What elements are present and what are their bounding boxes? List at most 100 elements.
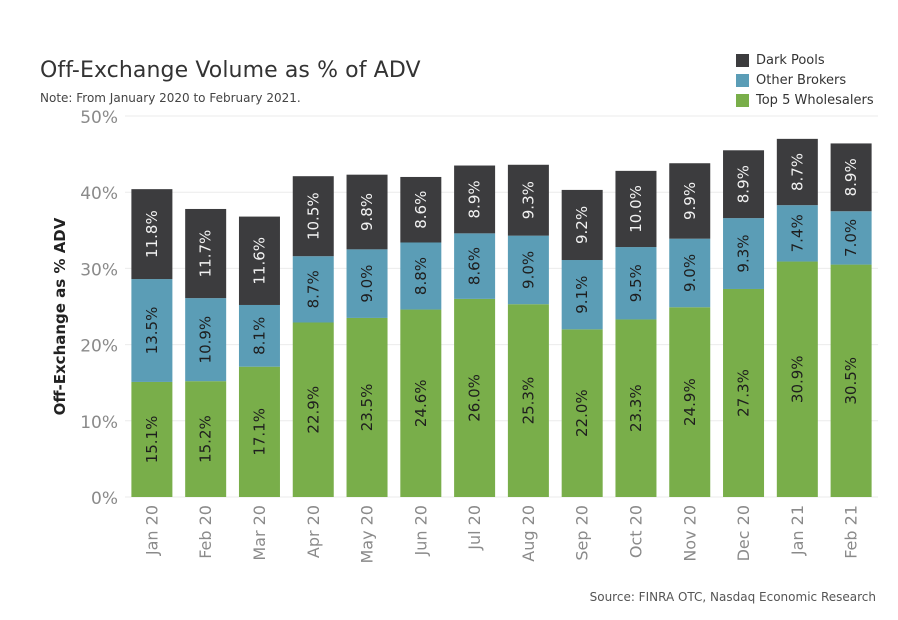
- data-label-top-5-wholesalers: 25.3%: [519, 377, 537, 425]
- bar-top-5-wholesalers: [454, 298, 496, 497]
- x-tick-label: Mar 20: [250, 505, 269, 561]
- data-label-other-brokers: 8.8%: [412, 257, 430, 295]
- bar-other-brokers: [346, 249, 388, 318]
- data-label-dark-pools: 10.5%: [304, 192, 322, 240]
- bar-dark-pools: [561, 189, 603, 261]
- bar-other-brokers: [454, 233, 496, 299]
- legend-swatch-dark-pools: [736, 53, 749, 67]
- data-label-dark-pools: 8.9%: [842, 158, 860, 196]
- data-label-other-brokers: 8.1%: [250, 317, 268, 355]
- legend-item-top-5-wholesalers[interactable]: Top 5 Wholesalers: [736, 90, 874, 110]
- data-label-dark-pools: 8.7%: [788, 153, 806, 191]
- y-tick-label: 0%: [91, 489, 118, 509]
- bar-other-brokers: [776, 205, 818, 262]
- bar-dark-pools: [615, 170, 657, 248]
- x-tick-label: Apr 20: [304, 505, 323, 558]
- bar-dark-pools: [669, 163, 711, 239]
- data-label-top-5-wholesalers: 17.1%: [250, 408, 268, 456]
- bar-dark-pools: [830, 143, 872, 212]
- data-label-top-5-wholesalers: 15.1%: [143, 416, 161, 464]
- bar-other-brokers: [185, 298, 227, 382]
- x-tick-label: May 20: [358, 505, 377, 564]
- x-tick-label: Jul 20: [465, 505, 484, 551]
- data-label-top-5-wholesalers: 15.2%: [197, 415, 215, 463]
- x-tick-label: Jan 20: [142, 505, 161, 556]
- bar-other-brokers: [400, 242, 442, 310]
- legend-label-other-brokers: Other Brokers: [756, 72, 847, 88]
- y-tick-label: 30%: [80, 260, 118, 280]
- chart-title: Off-Exchange Volume as % of ADV: [40, 58, 421, 83]
- data-label-dark-pools: 8.9%: [735, 165, 753, 203]
- bar-top-5-wholesalers: [400, 309, 442, 497]
- data-label-other-brokers: 7.0%: [842, 219, 860, 257]
- y-tick-label: 40%: [80, 184, 118, 204]
- bar-other-brokers: [723, 218, 765, 289]
- x-tick-label: Jan 21: [788, 505, 807, 556]
- legend-label-top-5-wholesalers: Top 5 Wholesalers: [756, 92, 874, 108]
- x-tick-label: Sep 20: [573, 505, 592, 561]
- x-tick-label: Nov 20: [680, 505, 699, 562]
- x-tick-label: Aug 20: [519, 505, 538, 562]
- chart-legend: Dark Pools Other Brokers Top 5 Wholesale…: [736, 50, 874, 110]
- data-label-other-brokers: 9.0%: [519, 251, 537, 289]
- y-tick-label: 50%: [80, 108, 118, 128]
- legend-item-dark-pools[interactable]: Dark Pools: [736, 50, 874, 70]
- bar-other-brokers: [507, 235, 549, 305]
- bar-top-5-wholesalers: [615, 319, 657, 497]
- data-label-top-5-wholesalers: 23.5%: [358, 384, 376, 432]
- bar-dark-pools: [346, 174, 388, 250]
- data-label-top-5-wholesalers: 22.0%: [573, 389, 591, 437]
- bar-dark-pools: [131, 189, 173, 280]
- data-label-top-5-wholesalers: 23.3%: [627, 384, 645, 432]
- data-label-dark-pools: 11.6%: [250, 237, 268, 285]
- bar-dark-pools: [454, 165, 496, 234]
- data-label-top-5-wholesalers: 22.9%: [304, 386, 322, 434]
- y-tick-label: 20%: [80, 337, 118, 357]
- data-label-dark-pools: 8.9%: [466, 180, 484, 218]
- bar-dark-pools: [185, 208, 227, 299]
- bar-top-5-wholesalers: [776, 261, 818, 497]
- bar-dark-pools: [776, 138, 818, 206]
- data-label-dark-pools: 9.2%: [573, 206, 591, 244]
- data-label-other-brokers: 13.5%: [143, 307, 161, 355]
- bar-dark-pools: [400, 176, 442, 243]
- chart-subtitle: Note: From January 2020 to February 2021…: [40, 91, 301, 105]
- data-label-other-brokers: 9.0%: [681, 254, 699, 292]
- bar-dark-pools: [723, 150, 765, 219]
- data-label-top-5-wholesalers: 26.0%: [466, 374, 484, 422]
- y-tick-label: 10%: [80, 413, 118, 433]
- x-tick-label: Dec 20: [734, 505, 753, 561]
- bar-top-5-wholesalers: [830, 264, 872, 497]
- bar-top-5-wholesalers: [669, 307, 711, 497]
- bar-other-brokers: [561, 260, 603, 330]
- data-label-dark-pools: 9.8%: [358, 193, 376, 231]
- bar-dark-pools: [238, 216, 280, 305]
- x-tick-label: Oct 20: [626, 505, 645, 558]
- data-label-top-5-wholesalers: 27.3%: [735, 369, 753, 417]
- bar-top-5-wholesalers: [723, 288, 765, 497]
- data-label-other-brokers: 9.1%: [573, 276, 591, 314]
- legend-swatch-top-5-wholesalers: [736, 93, 749, 107]
- data-label-other-brokers: 8.6%: [466, 247, 484, 285]
- data-label-other-brokers: 10.9%: [197, 316, 215, 364]
- x-tick-label: Feb 21: [842, 505, 861, 559]
- bar-top-5-wholesalers: [185, 381, 227, 497]
- data-label-top-5-wholesalers: 30.5%: [842, 357, 860, 405]
- bar-top-5-wholesalers: [346, 317, 388, 497]
- bar-other-brokers: [238, 304, 280, 367]
- bar-top-5-wholesalers: [507, 304, 549, 497]
- bar-top-5-wholesalers: [131, 381, 173, 497]
- bar-other-brokers: [669, 238, 711, 308]
- data-label-dark-pools: 9.9%: [681, 182, 699, 220]
- data-label-dark-pools: 9.3%: [519, 181, 537, 219]
- data-label-dark-pools: 10.0%: [627, 185, 645, 233]
- bar-dark-pools: [292, 176, 334, 257]
- bar-top-5-wholesalers: [292, 322, 334, 497]
- x-tick-label: Feb 20: [196, 505, 215, 559]
- data-label-other-brokers: 9.5%: [627, 264, 645, 302]
- data-label-top-5-wholesalers: 24.6%: [412, 379, 430, 427]
- legend-item-other-brokers[interactable]: Other Brokers: [736, 70, 874, 90]
- legend-swatch-other-brokers: [736, 73, 749, 87]
- chart-source: Source: FINRA OTC, Nasdaq Economic Resea…: [589, 590, 876, 604]
